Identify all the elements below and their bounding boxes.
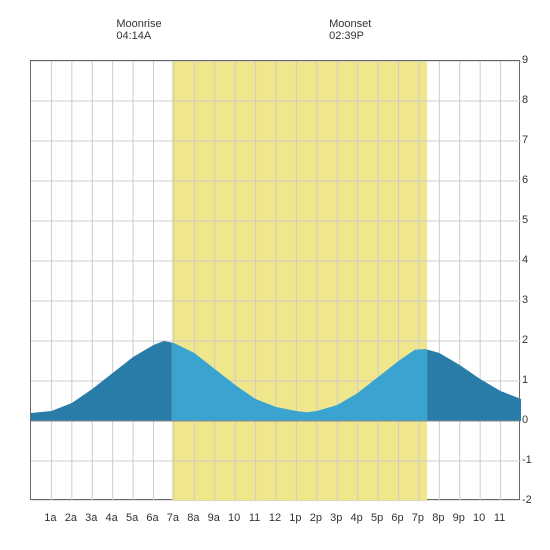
y-tick-label: -2 [522,494,532,506]
x-tick-label: 6a [146,512,158,524]
x-axis-labels: 1a 2a 3a 4a 5a 6a 7a 8a 9a 10 11 12 1p 2p 3p 4p 5p 6p 7p 8p… [30,512,520,532]
y-tick-label: 2 [522,334,528,346]
x-tick-label: 5p [371,512,383,524]
x-tick-label: 8a [187,512,199,524]
x-tick-label: 4p [351,512,363,524]
x-tick-label: 7a [167,512,179,524]
x-tick-label: 1a [44,512,56,524]
x-tick-label: 8p [432,512,444,524]
x-tick-label: 3p [330,512,342,524]
x-tick-label: 9a [208,512,220,524]
x-tick-label: 10 [228,512,240,524]
y-tick-label: 4 [522,254,528,266]
y-tick-label: 5 [522,214,528,226]
moonset-time: 02:39P [329,30,371,42]
x-tick-label: 10 [473,512,485,524]
plot-area [30,60,520,500]
x-tick-label: 9p [453,512,465,524]
x-tick-label: 4a [106,512,118,524]
x-tick-label: 11 [249,512,260,524]
y-axis-labels: -2-10123456789 [522,60,542,500]
x-tick-label: 3a [85,512,97,524]
x-tick-label: 11 [494,512,505,524]
moonrise-time: 04:14A [116,30,161,42]
y-tick-label: 0 [522,414,528,426]
y-tick-label: 7 [522,134,528,146]
x-tick-label: 2a [65,512,77,524]
x-tick-label: 1p [289,512,301,524]
moonrise-label: Moonrise [116,18,161,30]
tide-chart: Moonrise 04:14A Moonset 02:39P -2-101234… [0,0,550,550]
y-tick-label: -1 [522,454,532,466]
x-tick-label: 5a [126,512,138,524]
moonset-annotation: Moonset 02:39P [329,18,371,42]
moonset-label: Moonset [329,18,371,30]
y-tick-label: 1 [522,374,528,386]
y-tick-label: 8 [522,94,528,106]
y-tick-label: 9 [522,54,528,66]
x-tick-label: 7p [412,512,424,524]
chart-annotations: Moonrise 04:14A Moonset 02:39P [0,0,550,60]
x-tick-label: 12 [269,512,281,524]
x-tick-label: 6p [391,512,403,524]
moonrise-annotation: Moonrise 04:14A [116,18,161,42]
y-tick-label: 6 [522,174,528,186]
chart-svg [31,61,521,501]
x-tick-label: 2p [310,512,322,524]
y-tick-label: 3 [522,294,528,306]
